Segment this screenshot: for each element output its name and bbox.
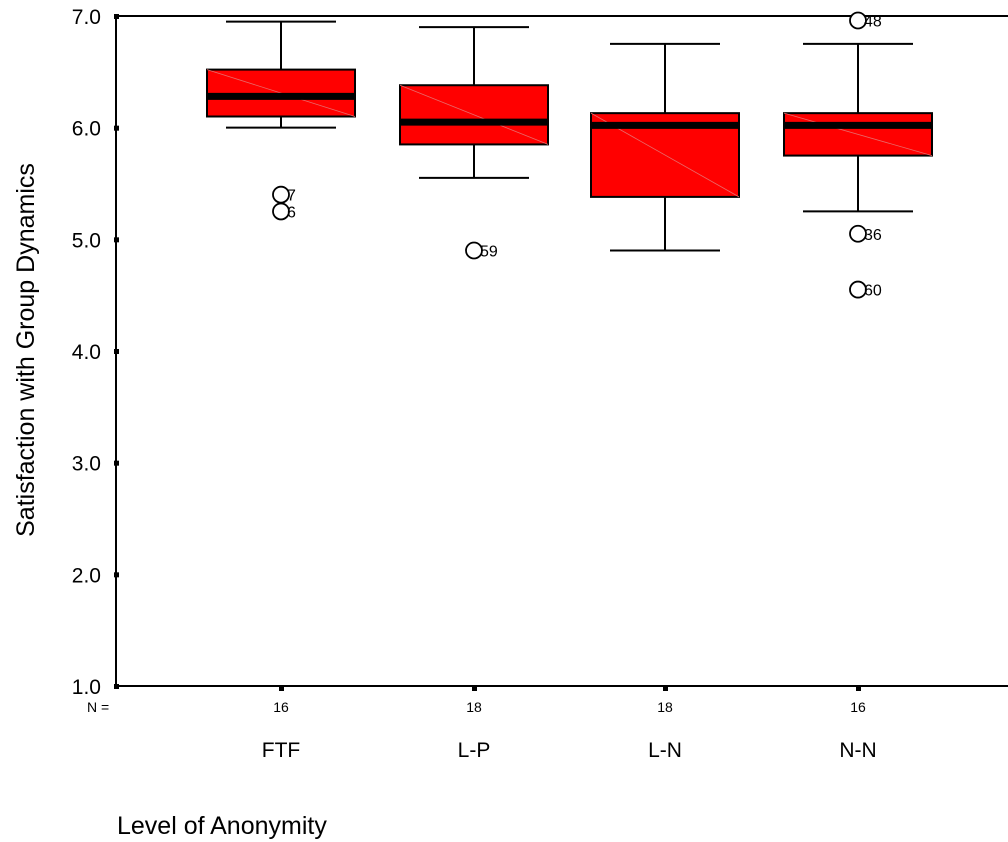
box-n-n: 48 36 60	[783, 11, 933, 300]
n-count-label: 16	[850, 699, 866, 715]
y-tick-label: 1.0	[72, 676, 101, 699]
y-tick-mark	[114, 349, 119, 354]
outlier-label: 36	[864, 227, 882, 244]
outlier-label: 59	[480, 244, 498, 261]
box-shading-line	[399, 84, 549, 145]
x-tick-mark	[279, 685, 284, 691]
y-tick-label: 3.0	[72, 453, 101, 476]
box-ftf: 76	[206, 20, 356, 221]
box-l-p: 59	[399, 26, 549, 261]
x-tick-mark	[472, 685, 477, 691]
y-tick-mark	[114, 14, 119, 19]
n-prefix-label: N =	[87, 699, 109, 715]
y-tick-label: 2.0	[72, 564, 101, 587]
outlier-label: 60	[864, 283, 882, 300]
outlier-point	[849, 11, 867, 30]
boxes: 76 59 48 36 60	[206, 11, 933, 300]
x-axis: N = 16 FTF 18 L-P 18 L-N 16 N-N	[87, 685, 877, 762]
n-count-label: 18	[657, 699, 673, 715]
outlier-point	[849, 280, 867, 299]
y-tick-mark	[114, 237, 119, 243]
y-tick-label: 4.0	[72, 341, 101, 364]
n-count-label: 18	[466, 699, 482, 715]
x-tick-label: FTF	[262, 739, 300, 762]
box-l-n	[590, 42, 740, 252]
y-tick-label: 6.0	[72, 118, 101, 141]
outlier-point	[272, 202, 290, 221]
y-tick-mark	[114, 684, 119, 689]
outlier-label: 7	[287, 188, 296, 205]
x-tick-mark	[856, 685, 861, 691]
y-tick-mark	[114, 572, 119, 578]
x-axis-title: Level of Anonymity	[117, 812, 327, 840]
outlier-point	[849, 224, 867, 243]
x-tick-label: L-P	[458, 739, 491, 762]
outlier-point	[465, 241, 483, 260]
x-tick-mark	[663, 685, 668, 691]
x-tick-label: N-N	[839, 739, 876, 762]
outlier-label: 48	[864, 13, 882, 30]
y-axis-title: Satisfaction with Group Dynamics	[12, 163, 40, 537]
y-tick-mark	[114, 460, 119, 466]
box-shading-line	[783, 112, 933, 156]
outlier-label: 6	[287, 204, 296, 221]
y-tick-mark	[114, 125, 119, 131]
y-tick-label: 5.0	[72, 229, 101, 252]
y-tick-label: 7.0	[72, 6, 101, 29]
n-count-label: 16	[273, 699, 289, 715]
x-tick-label: L-N	[648, 739, 682, 762]
y-axis: 1.0 2.0 3.0 4.0 5.0 6.0 7.0	[72, 6, 119, 699]
